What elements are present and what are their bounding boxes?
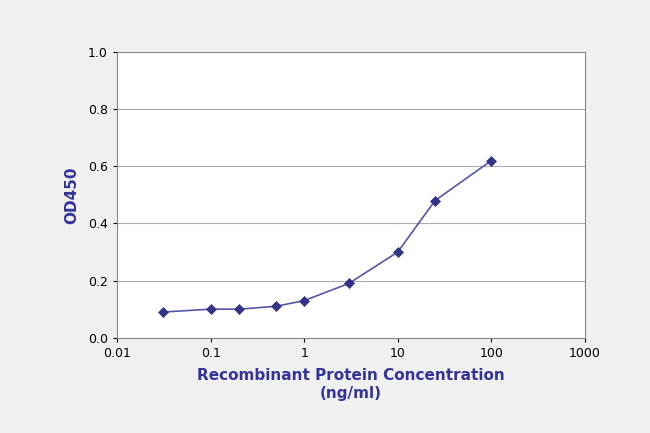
- Y-axis label: OD450: OD450: [64, 166, 80, 223]
- X-axis label: Recombinant Protein Concentration
(ng/ml): Recombinant Protein Concentration (ng/ml…: [197, 368, 505, 401]
